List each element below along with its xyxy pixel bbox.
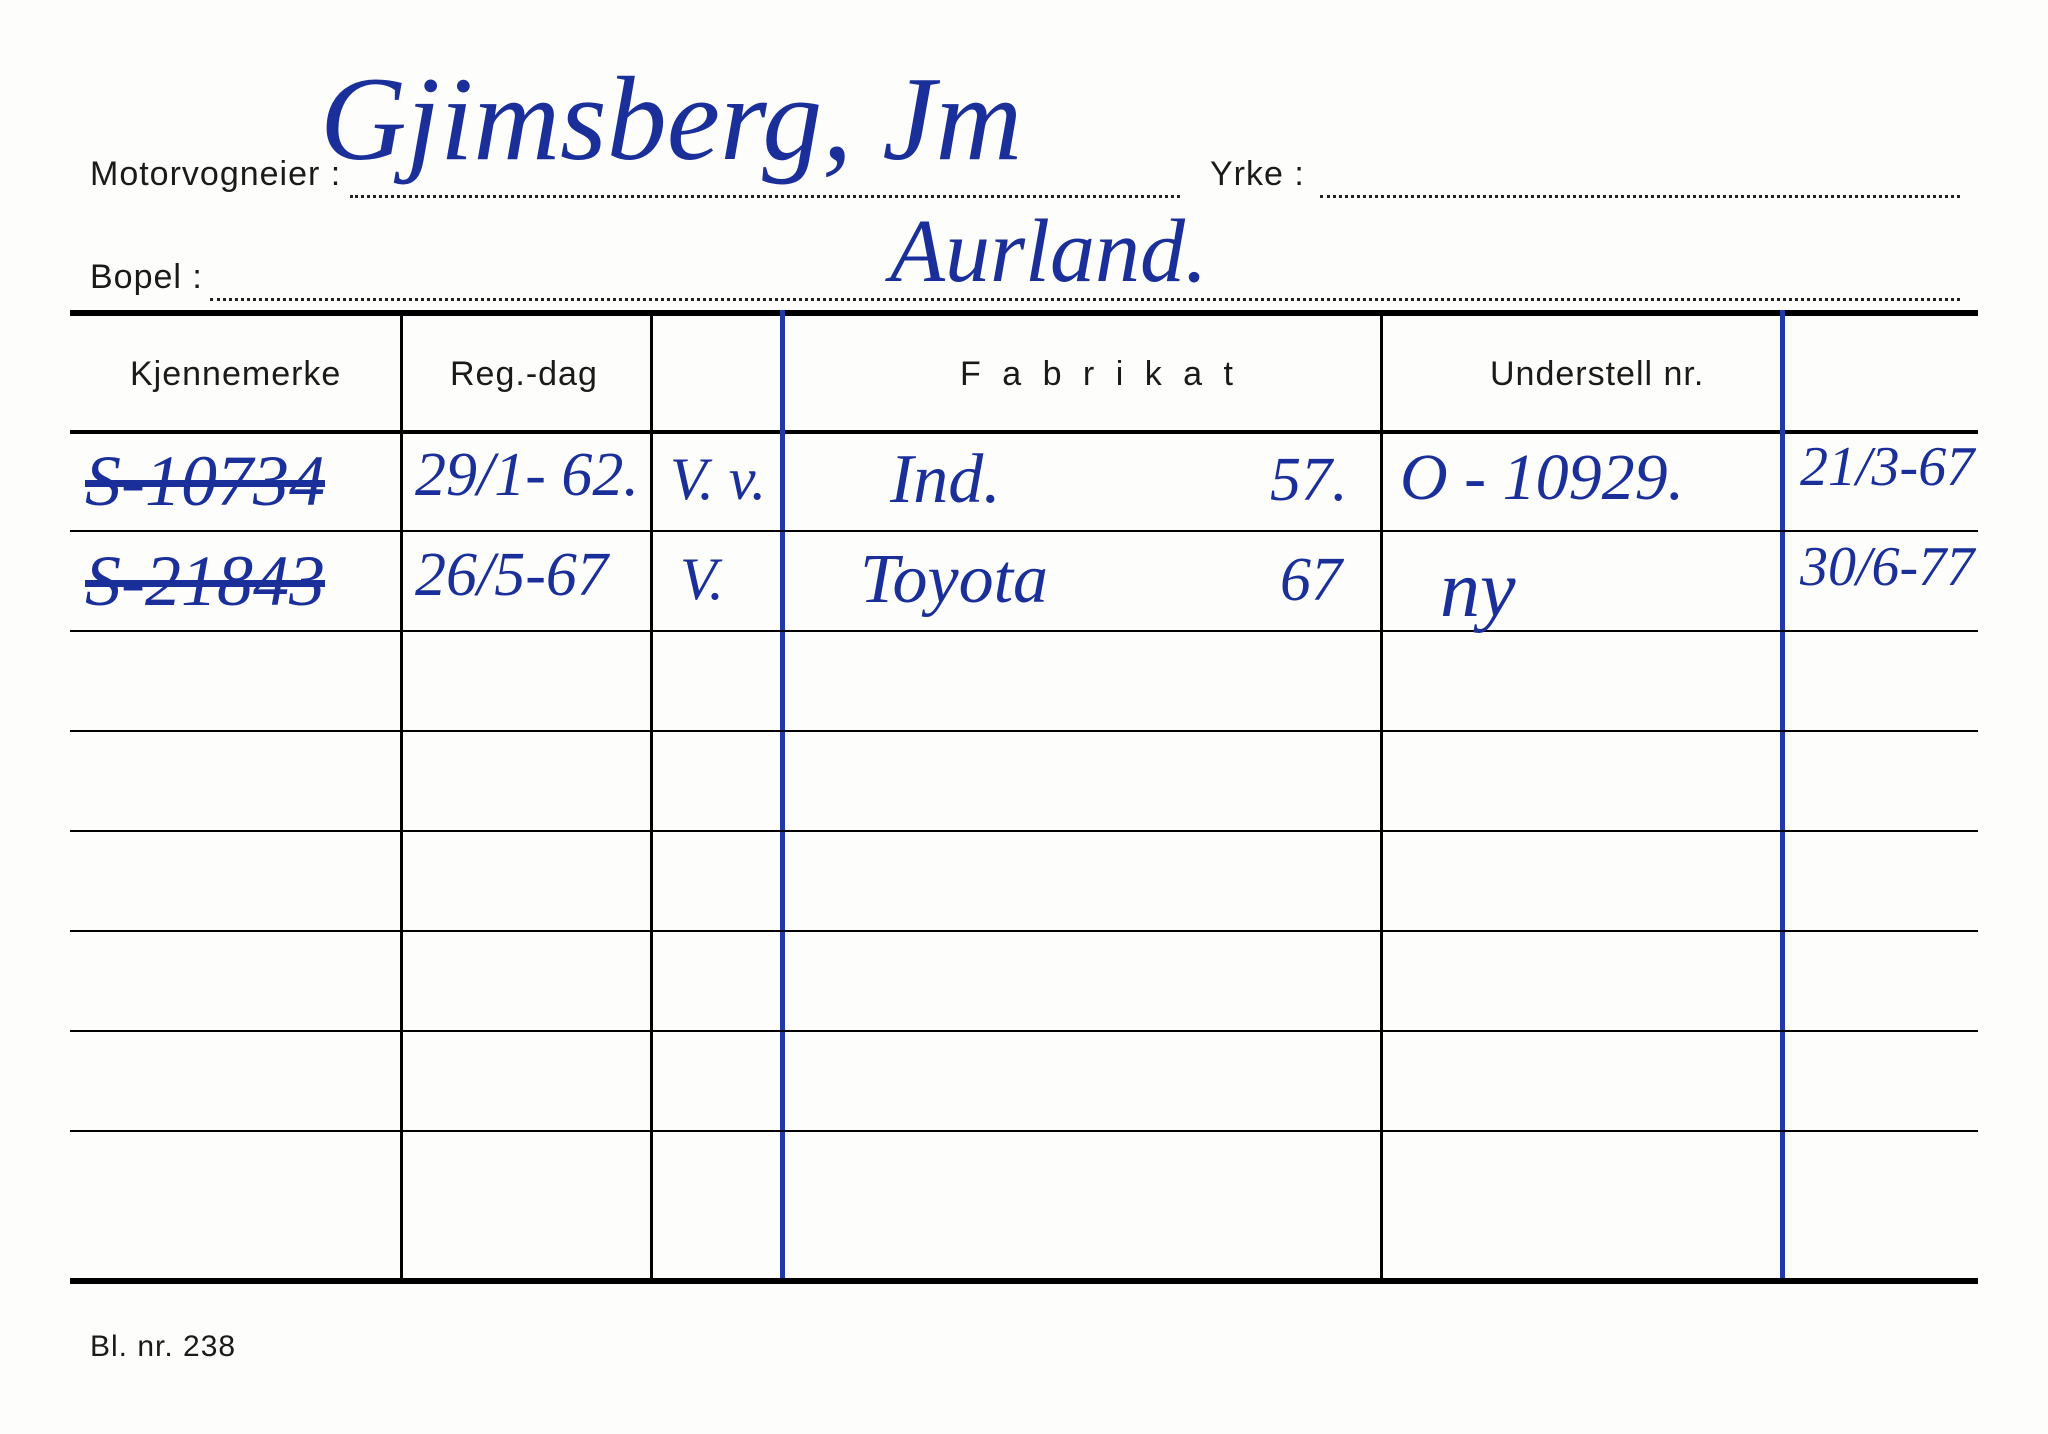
row-rule-4 (70, 830, 1978, 832)
label-address: Bopel : (90, 258, 203, 297)
row-rule-2 (70, 630, 1978, 632)
row-rule-6 (70, 1030, 1978, 1032)
owner-line (350, 195, 1180, 198)
label-owner: Motorvogneier : (90, 155, 341, 194)
owner-name: Gjimsberg, Jm (320, 50, 1022, 188)
col-header-understell: Understell nr. (1490, 355, 1704, 394)
address-value: Aurland. (890, 200, 1208, 303)
table-bottom-rule (70, 1278, 1978, 1284)
row1-regdag: 29/1- 62. (415, 440, 639, 511)
v-col2 (650, 310, 653, 1278)
row1-fabrikat-year: 57. (1270, 445, 1348, 516)
row2-fabrikat-year: 67 (1280, 545, 1342, 616)
col-header-fabrikat: F a b r i k a t (960, 355, 1239, 394)
table-header-rule (70, 430, 1978, 434)
v-col1 (400, 310, 403, 1278)
row2-fabrikat: Toyota (860, 540, 1048, 620)
row-rule-7 (70, 1130, 1978, 1132)
col-header-kjenne: Kjennemerke (130, 355, 341, 394)
v-blue-1 (780, 310, 785, 1278)
row-rule-3 (70, 730, 1978, 732)
v-col4 (1380, 310, 1383, 1278)
row2-extra-date: 30/6-77 (1800, 535, 1974, 599)
row2-type: V. (680, 545, 724, 614)
row2-regdag: 26/5-67 (415, 540, 608, 611)
row1-fabrikat: Ind. (890, 440, 1001, 520)
row1-type: V. v. (670, 445, 766, 514)
row1-kjenne: S-10734 (85, 440, 325, 523)
v-blue-2 (1780, 310, 1785, 1278)
row1-extra-date: 21/3-67 (1800, 435, 1974, 499)
registration-card: Motorvogneier : Gjimsberg, Jm Yrke : Bop… (0, 0, 2048, 1434)
row2-understell: ny (1440, 545, 1516, 636)
form-number: Bl. nr. 238 (90, 1330, 236, 1364)
table-top-rule (70, 310, 1978, 316)
row1-understell: O - 10929. (1400, 440, 1684, 516)
label-occupation: Yrke : (1210, 155, 1305, 194)
row-rule-1 (70, 530, 1978, 532)
occupation-line (1320, 195, 1960, 198)
col-header-regdag: Reg.-dag (450, 355, 598, 394)
row-rule-5 (70, 930, 1978, 932)
row2-kjenne: S-21843 (85, 540, 325, 623)
